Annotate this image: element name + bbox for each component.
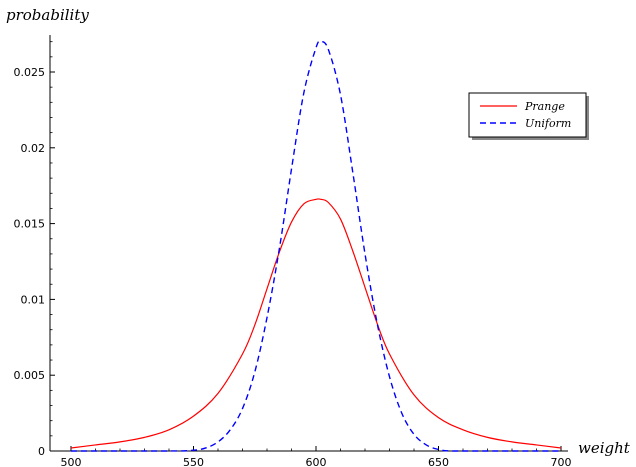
- ticks: 500 550 600 650 700 0 0.005 0.01 0.015 0.02 0.025: [14, 41, 572, 467]
- legend-label-prange: Prange: [524, 100, 565, 113]
- x-tick-label: 650: [428, 456, 449, 467]
- y-tick-label: 0.02: [21, 142, 46, 155]
- x-tick-label: 600: [306, 456, 327, 467]
- x-axis-title: weight: [578, 439, 631, 457]
- x-tick-label: 550: [183, 456, 204, 467]
- legend-label-uniform: Uniform: [525, 117, 571, 130]
- legend-box: [468, 92, 587, 138]
- series-line-prange: [70, 198, 562, 449]
- x-tick-label: 500: [61, 456, 82, 467]
- y-tick-label: 0.025: [14, 66, 46, 79]
- series-line-uniform: [70, 40, 561, 452]
- x-tick-label: 700: [551, 456, 572, 467]
- y-tick-label: 0: [38, 445, 45, 458]
- y-axis-title: probability: [6, 6, 89, 24]
- y-tick-label: 0.015: [14, 218, 46, 231]
- y-tick-label: 0.005: [14, 369, 46, 382]
- legend: Prange Uniform: [468, 92, 589, 140]
- series-layer: [70, 40, 562, 452]
- y-tick-label: 0.01: [21, 293, 46, 306]
